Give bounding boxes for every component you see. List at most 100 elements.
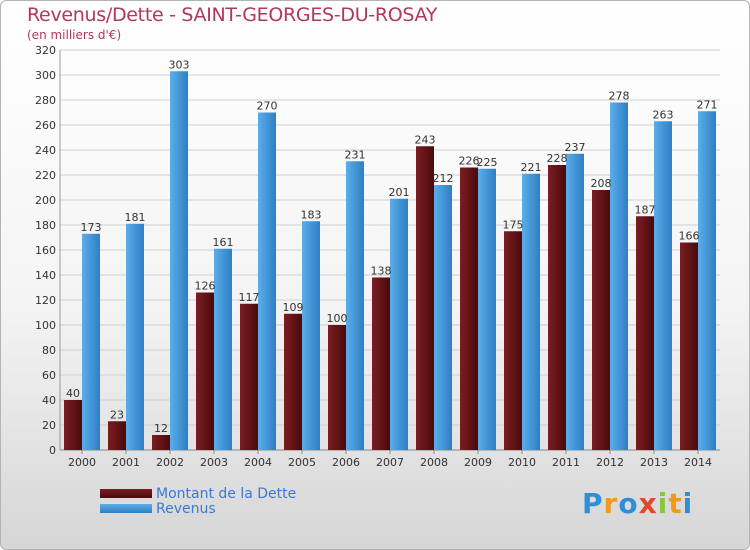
data-label-dette: 228	[547, 152, 568, 165]
y-tick-label: 100	[35, 319, 56, 332]
y-tick-label: 320	[35, 44, 56, 57]
bar-dette	[504, 231, 522, 450]
logo-letter: x	[638, 487, 658, 520]
bar-dette	[284, 313, 302, 450]
data-label-revenus: 173	[81, 221, 102, 234]
x-tick-label: 2000	[68, 456, 96, 469]
data-label-revenus: 263	[653, 108, 674, 121]
data-label-dette: 23	[110, 408, 124, 421]
data-label-revenus: 161	[213, 236, 234, 249]
x-tick-label: 2005	[288, 456, 316, 469]
legend: Montant de la Dette Revenus	[100, 485, 297, 517]
bar-revenus	[610, 102, 628, 450]
logo-letter: r	[603, 487, 619, 520]
data-label-dette: 12	[154, 422, 168, 435]
legend-swatch-dette	[100, 489, 152, 498]
y-tick-label: 120	[35, 294, 56, 307]
y-tick-label: 0	[49, 444, 56, 457]
data-label-revenus: 201	[389, 186, 410, 199]
data-label-dette: 208	[591, 177, 612, 190]
bar-dette	[108, 421, 126, 450]
y-tick-label: 180	[35, 219, 56, 232]
x-tick-label: 2004	[244, 456, 272, 469]
x-tick-label: 2012	[596, 456, 624, 469]
legend-swatch-revenus	[100, 504, 152, 513]
bar-revenus	[214, 248, 232, 450]
legend-item-dette: Montant de la Dette	[100, 485, 297, 502]
bar-revenus	[258, 112, 276, 450]
data-label-revenus: 212	[433, 172, 454, 185]
x-tick-label: 2002	[156, 456, 184, 469]
y-tick-label: 240	[35, 144, 56, 157]
bar-revenus	[698, 111, 716, 450]
data-label-dette: 117	[239, 291, 260, 304]
data-label-revenus: 183	[301, 208, 322, 221]
data-label-dette: 175	[503, 218, 524, 231]
x-tick-label: 2001	[112, 456, 140, 469]
data-label-revenus: 237	[565, 141, 586, 154]
x-tick-label: 2003	[200, 456, 228, 469]
bar-dette	[372, 277, 390, 450]
data-label-revenus: 221	[521, 161, 542, 174]
logo-letter: i	[657, 487, 669, 520]
legend-item-revenus: Revenus	[100, 501, 296, 517]
bar-revenus	[390, 198, 408, 450]
bar-revenus	[478, 168, 496, 450]
logo-letter: i	[682, 487, 694, 520]
chart-subtitle: (en milliers d'€)	[27, 28, 122, 42]
data-label-dette: 187	[635, 203, 656, 216]
chart-title: Revenus/Dette - SAINT-GEORGES-DU-ROSAY	[27, 4, 438, 26]
data-label-dette: 166	[679, 230, 700, 243]
data-label-revenus: 278	[609, 90, 630, 103]
bar-dette	[196, 292, 214, 450]
y-tick-label: 20	[42, 419, 56, 432]
bar-dette	[64, 400, 82, 450]
y-tick-label: 220	[35, 169, 56, 182]
proxiti-logo: Proxiti	[582, 487, 693, 520]
x-tick-label: 2011	[552, 456, 580, 469]
bar-revenus	[170, 71, 188, 450]
bar-revenus	[346, 161, 364, 450]
bar-dette	[240, 303, 258, 450]
y-tick-label: 60	[42, 369, 56, 382]
y-tick-label: 160	[35, 244, 56, 257]
x-tick-label: 2010	[508, 456, 536, 469]
data-label-dette: 126	[195, 280, 216, 293]
logo-letter: t	[668, 487, 683, 520]
bar-dette	[328, 325, 346, 450]
bar-revenus	[654, 121, 672, 450]
data-label-dette: 100	[327, 312, 348, 325]
data-label-revenus: 303	[169, 58, 190, 71]
x-tick-label: 2006	[332, 456, 360, 469]
bar-dette	[548, 165, 566, 450]
logo-letter: P	[582, 487, 604, 520]
logo-letter: o	[618, 487, 639, 520]
x-tick-label: 2009	[464, 456, 492, 469]
bar-dette	[152, 435, 170, 450]
y-tick-label: 300	[35, 69, 56, 82]
bar-revenus	[522, 173, 540, 450]
data-label-dette: 243	[415, 133, 436, 146]
y-tick-label: 140	[35, 269, 56, 282]
legend-label-dette: Montant de la Dette	[156, 485, 297, 502]
data-label-dette: 226	[459, 155, 480, 168]
x-tick-label: 2008	[420, 456, 448, 469]
x-tick-label: 2014	[684, 456, 712, 469]
data-label-dette: 40	[66, 387, 80, 400]
bar-revenus	[82, 233, 100, 450]
data-label-revenus: 225	[477, 156, 498, 169]
data-label-revenus: 271	[697, 98, 718, 111]
bar-revenus	[302, 221, 320, 450]
data-label-revenus: 181	[125, 211, 146, 224]
bar-revenus	[566, 153, 584, 450]
bar-dette	[416, 146, 434, 450]
bar-revenus	[434, 185, 452, 450]
bar-dette	[460, 167, 478, 450]
data-label-dette: 138	[371, 265, 392, 278]
y-tick-label: 260	[35, 119, 56, 132]
data-label-revenus: 231	[345, 148, 366, 161]
y-tick-label: 280	[35, 94, 56, 107]
y-tick-label: 80	[42, 344, 56, 357]
bar-dette	[592, 190, 610, 450]
